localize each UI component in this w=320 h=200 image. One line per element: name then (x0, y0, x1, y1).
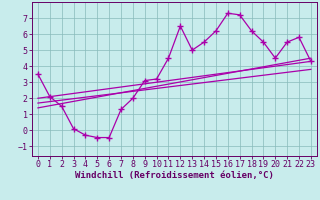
X-axis label: Windchill (Refroidissement éolien,°C): Windchill (Refroidissement éolien,°C) (75, 171, 274, 180)
